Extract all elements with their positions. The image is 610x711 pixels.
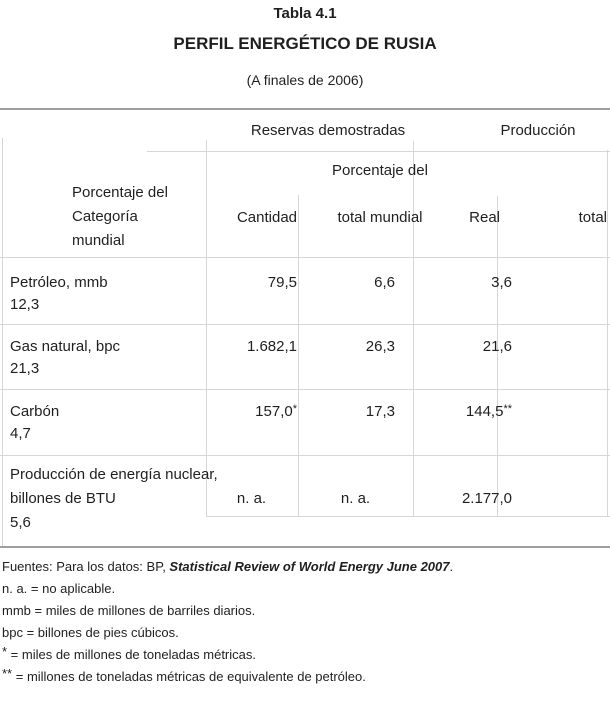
footnote-source: Fuentes: Para los datos: BP, Statistical… <box>2 559 453 574</box>
top-rule <box>0 108 610 110</box>
cell-total-mundial: n. a. <box>340 490 371 507</box>
table-left-border <box>2 138 3 546</box>
cell-total-mundial: 17,3 <box>365 403 395 420</box>
header-separator <box>0 257 610 258</box>
footnote-double-star-symbol: ** <box>2 666 13 681</box>
table-number: Tabla 4.1 <box>273 5 337 22</box>
cell-real: 144,5** <box>413 403 512 422</box>
row-label: Carbón <box>10 403 60 420</box>
cell-footnote-mark: * <box>292 403 297 415</box>
cell-cantidad: 157,0* <box>206 403 297 422</box>
page-title: PERFIL ENERGÉTICO DE RUSIA <box>173 34 437 53</box>
footnote-source-prefix: Fuentes: Para los datos: BP, <box>2 559 170 574</box>
footnote-na: n. a. = no aplicable. <box>2 581 116 596</box>
column-line-4 <box>497 196 498 517</box>
row-percentage: 12,3 <box>10 296 40 313</box>
group-header-reservas: Reservas demostradas <box>250 122 406 139</box>
group-header-produccion: Producción <box>500 122 576 139</box>
footnote-source-suffix: . <box>449 559 454 574</box>
bottom-rule <box>0 546 610 548</box>
footnote-double-star: ** = millones de toneladas métricas de e… <box>2 666 366 684</box>
cell-value: 1.682,1 <box>246 338 297 355</box>
stub-header-line2: Categoría <box>72 208 138 225</box>
table-right-border <box>607 150 608 517</box>
row-percentage: 4,7 <box>10 425 31 442</box>
cell-value: 2.177,0 <box>461 490 512 507</box>
cell-value: 144,5 <box>465 403 504 420</box>
row-label-line2: billones de BTU <box>10 490 116 507</box>
cell-cantidad: 1.682,1 <box>206 338 297 357</box>
cell-cantidad: 79,5 <box>206 274 297 293</box>
cell-real: 21,6 <box>413 338 512 357</box>
cell-value: 21,6 <box>482 338 512 355</box>
row-separator-4 <box>206 516 610 517</box>
cell-value: 3,6 <box>491 274 512 291</box>
cell-total-mundial: 6,6 <box>374 274 395 291</box>
column-header-total: total <box>578 209 607 226</box>
column-header-total-mundial: total mundial <box>337 209 423 226</box>
footnote-star-text: = miles de millones de toneladas métrica… <box>7 647 256 662</box>
row-label: Producción de energía nuclear, <box>10 466 218 483</box>
merged-subheader: Porcentaje del <box>332 162 428 179</box>
cell-real: 2.177,0 <box>413 490 512 509</box>
column-header-real: Real <box>469 209 500 226</box>
cell-value: 157,0 <box>255 403 293 420</box>
column-header-cantidad: Cantidad <box>236 209 297 226</box>
group-header-underline <box>147 151 610 152</box>
footnote-mmb: mmb = miles de millones de barriles diar… <box>2 603 256 618</box>
row-separator-1 <box>0 324 610 325</box>
row-percentage: 5,6 <box>10 514 31 531</box>
cell-value: 79,5 <box>267 274 297 291</box>
column-line-1 <box>206 140 207 517</box>
row-percentage: 21,3 <box>10 360 40 377</box>
row-separator-3 <box>0 455 610 456</box>
cell-cantidad: n. a. <box>236 490 267 507</box>
column-line-2 <box>298 195 299 517</box>
cell-footnote-mark: ** <box>503 403 512 415</box>
column-line-3 <box>413 141 414 517</box>
row-separator-2 <box>0 389 610 390</box>
stub-header-line1: Porcentaje del <box>72 184 168 201</box>
cell-real: 3,6 <box>413 274 512 293</box>
footnote-double-star-text: = millones de toneladas métricas de equi… <box>12 669 366 684</box>
row-label: Petróleo, mmb <box>10 274 108 291</box>
row-label: Gas natural, bpc <box>10 338 121 355</box>
footnote-bpc: bpc = billones de pies cúbicos. <box>2 625 179 640</box>
footnote-source-title: Statistical Review of World Energy June … <box>169 559 450 574</box>
cell-total-mundial: 26,3 <box>365 338 395 355</box>
stub-header-line3: mundial <box>72 232 125 249</box>
footnote-star: * = miles de millones de toneladas métri… <box>2 644 256 662</box>
table-subtitle: (A finales de 2006) <box>246 72 364 88</box>
footnote-star-symbol: * <box>2 644 8 659</box>
